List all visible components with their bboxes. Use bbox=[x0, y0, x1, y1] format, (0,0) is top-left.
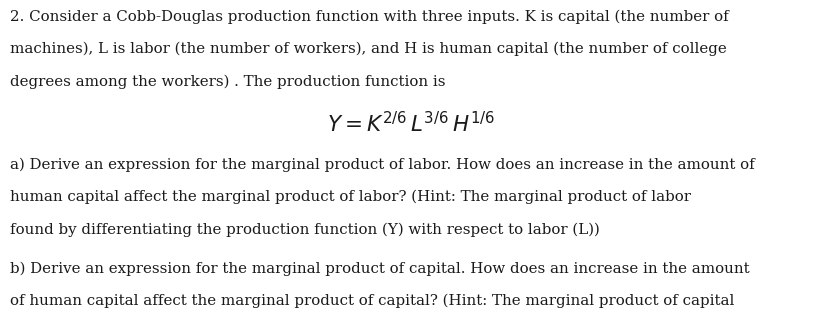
Text: a) Derive an expression for the marginal product of labor. How does an increase : a) Derive an expression for the marginal… bbox=[10, 157, 755, 172]
Text: b) Derive an expression for the marginal product of capital. How does an increas: b) Derive an expression for the marginal… bbox=[10, 261, 750, 276]
Text: found by differentiating the production function (Y) with respect to labor (L)): found by differentiating the production … bbox=[10, 222, 599, 237]
Text: human capital affect the marginal product of labor? (Hint: The marginal product : human capital affect the marginal produc… bbox=[10, 190, 695, 204]
Text: degrees among the workers) . The production function is: degrees among the workers) . The product… bbox=[10, 75, 446, 89]
Text: 2. Consider a Cobb-Douglas production function with three inputs. K is capital (: 2. Consider a Cobb-Douglas production fu… bbox=[10, 9, 728, 24]
Text: $Y = K^{2/6}\,L^{3/6}\,H^{1/6}$: $Y = K^{2/6}\,L^{3/6}\,H^{1/6}$ bbox=[327, 111, 495, 136]
Text: machines), L is labor (the number of workers), and H is human capital (the numbe: machines), L is labor (the number of wor… bbox=[10, 42, 727, 57]
Text: of human capital affect the marginal product of capital? (Hint: The marginal pro: of human capital affect the marginal pro… bbox=[10, 294, 734, 308]
